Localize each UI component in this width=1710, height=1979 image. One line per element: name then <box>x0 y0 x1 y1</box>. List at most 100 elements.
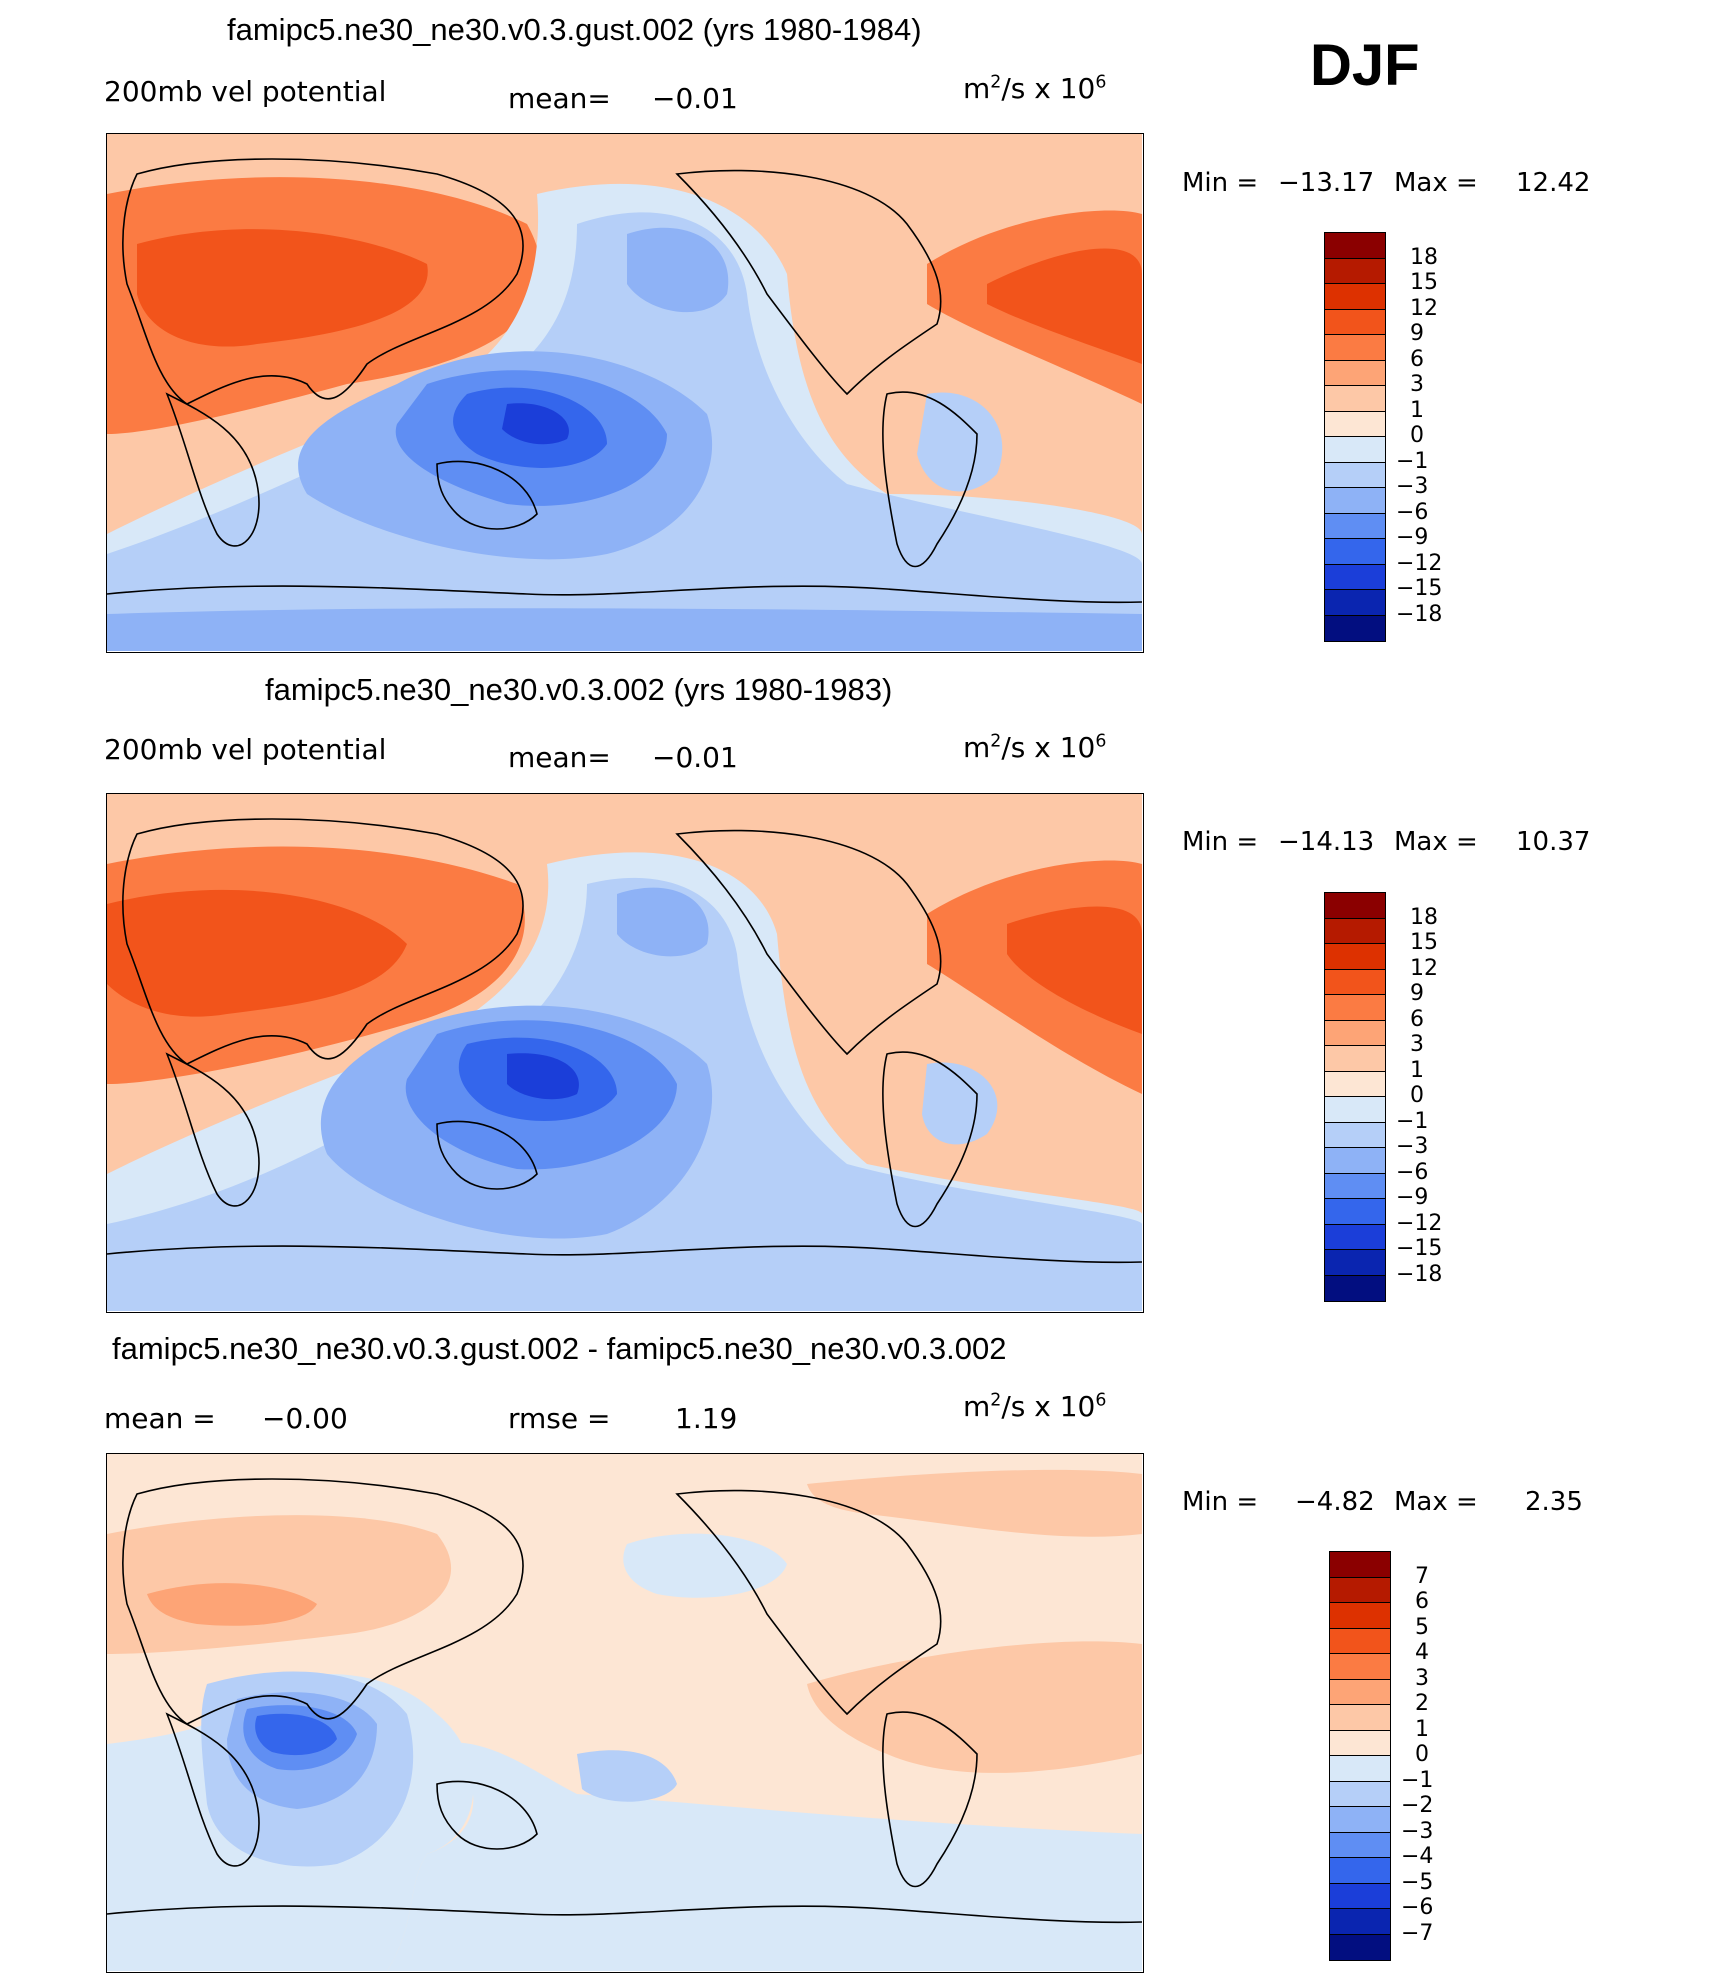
colorbar-tick-label: −4 <box>1401 1844 1434 1869</box>
colorbar-swatch <box>1330 1909 1390 1935</box>
panel-1-coastlines <box>107 158 1142 604</box>
colorbar-swatch <box>1325 386 1385 412</box>
colorbar-tick-label: −3 <box>1396 474 1429 499</box>
colorbar-swatch <box>1325 488 1385 514</box>
panel-2-map <box>106 793 1144 1313</box>
colorbar-swatch <box>1330 1705 1390 1731</box>
colorbar-swatch <box>1325 995 1385 1021</box>
colorbar-swatch <box>1325 411 1385 437</box>
colorbar-swatch <box>1330 1858 1390 1884</box>
colorbar-swatch <box>1330 1603 1390 1629</box>
colorbar-swatch <box>1330 1730 1390 1756</box>
panel-1-mean-label: mean= <box>508 82 611 115</box>
colorbar-swatch <box>1325 233 1385 259</box>
colorbar-swatch <box>1330 1807 1390 1833</box>
panel-1-title: famipc5.ne30_ne30.v0.3.gust.002 (yrs 198… <box>227 12 922 47</box>
colorbar-tick-label: 1 <box>1410 397 1424 423</box>
season-label: DJF <box>1310 33 1420 98</box>
colorbar-tick-label: −15 <box>1396 1236 1443 1261</box>
panel-3-units: m2/s x 106 <box>963 1390 1107 1423</box>
colorbar-tick-label: 18 <box>1410 904 1438 930</box>
colorbar-tick-label: −18 <box>1396 1261 1443 1287</box>
panel-2-units: m2/s x 106 <box>963 731 1107 764</box>
colorbar-tick-label: 7 <box>1415 1563 1429 1589</box>
colorbar-swatch <box>1325 1097 1385 1123</box>
panel-2-max-value: 10.37 <box>1516 827 1591 857</box>
panel-3-colorbar <box>1329 1551 1391 1961</box>
panel-1-min-label: Min = <box>1182 168 1259 198</box>
colorbar-tick-label: 0 <box>1410 423 1424 448</box>
colorbar-swatch <box>1325 1122 1385 1148</box>
panel-1-min-value: −13.17 <box>1278 168 1375 198</box>
panel-2-colorbar <box>1324 892 1386 1302</box>
colorbar-swatch <box>1325 590 1385 616</box>
colorbar-tick-label: 0 <box>1415 1742 1429 1767</box>
colorbar-tick-label: 1 <box>1410 1057 1424 1083</box>
colorbar-swatch <box>1325 1071 1385 1097</box>
panel-2-min-label: Min = <box>1182 827 1259 857</box>
panel-1-map <box>106 133 1144 653</box>
colorbar-swatch <box>1325 1020 1385 1046</box>
colorbar-tick-label: −9 <box>1396 1185 1429 1210</box>
colorbar-tick-label: 15 <box>1410 930 1438 955</box>
colorbar-swatch <box>1325 615 1385 641</box>
panel-1-contour-field <box>107 134 1142 651</box>
colorbar-swatch <box>1325 539 1385 565</box>
panel-3-map <box>106 1453 1144 1973</box>
colorbar-swatch <box>1325 309 1385 335</box>
colorbar-tick-label: 6 <box>1410 346 1424 372</box>
colorbar-tick-label: −15 <box>1396 576 1443 601</box>
colorbar-swatch <box>1325 944 1385 970</box>
colorbar-swatch <box>1330 1552 1390 1578</box>
panel-3-title: famipc5.ne30_ne30.v0.3.gust.002 - famipc… <box>112 1331 1007 1366</box>
colorbar-tick-label: −1 <box>1396 1108 1429 1134</box>
colorbar-tick-label: −9 <box>1396 525 1429 550</box>
panel-3-min-value: −4.82 <box>1295 1487 1375 1517</box>
colorbar-swatch <box>1325 1250 1385 1276</box>
colorbar-swatch <box>1330 1654 1390 1680</box>
colorbar-swatch <box>1325 284 1385 310</box>
colorbar-tick-label: 0 <box>1410 1083 1424 1108</box>
colorbar-swatch <box>1325 513 1385 539</box>
colorbar-tick-label: −6 <box>1396 499 1429 525</box>
panel-1-max-label: Max = <box>1394 168 1478 198</box>
colorbar-swatch <box>1330 1679 1390 1705</box>
colorbar-tick-label: 4 <box>1415 1640 1429 1665</box>
colorbar-tick-label: −1 <box>1401 1767 1434 1793</box>
colorbar-swatch <box>1325 437 1385 463</box>
panel-3-coastlines <box>107 1478 1142 1924</box>
panel-2-contour-field <box>107 794 1142 1311</box>
panel-2-min-value: −14.13 <box>1278 827 1375 857</box>
colorbar-swatch <box>1325 969 1385 995</box>
colorbar-tick-label: −2 <box>1401 1793 1434 1818</box>
colorbar-tick-label: −6 <box>1396 1159 1429 1185</box>
colorbar-tick-label: 1 <box>1415 1716 1429 1742</box>
panel-3-min-label: Min = <box>1182 1487 1259 1517</box>
panel-1-variable-label: 200mb vel potential <box>104 75 387 108</box>
colorbar-tick-label: −6 <box>1401 1895 1434 1920</box>
panel-2-title: famipc5.ne30_ne30.v0.3.002 (yrs 1980-198… <box>265 672 893 707</box>
colorbar-swatch <box>1325 564 1385 590</box>
colorbar-swatch <box>1330 1781 1390 1807</box>
colorbar-swatch <box>1325 1275 1385 1301</box>
colorbar-tick-label: −7 <box>1401 1920 1434 1946</box>
panel-2-coastlines <box>107 818 1142 1264</box>
panel-3-rmse-label: rmse = <box>508 1402 611 1435</box>
colorbar-swatch <box>1325 1224 1385 1250</box>
colorbar-tick-label: 2 <box>1415 1691 1429 1716</box>
colorbar-swatch <box>1330 1756 1390 1782</box>
colorbar-tick-label: 5 <box>1415 1614 1429 1640</box>
colorbar-tick-label: −3 <box>1396 1134 1429 1159</box>
panel-3-contour-field <box>107 1454 1142 1971</box>
panel-1-colorbar <box>1324 232 1386 642</box>
panel-1-mean-value: −0.01 <box>652 82 738 115</box>
colorbar-swatch <box>1330 1832 1390 1858</box>
panel-3-rmse-value: 1.19 <box>675 1402 738 1435</box>
colorbar-tick-label: 6 <box>1410 1006 1424 1032</box>
colorbar-swatch <box>1325 360 1385 386</box>
panel-2-mean-value: −0.01 <box>652 741 738 774</box>
colorbar-tick-label: 9 <box>1410 321 1424 346</box>
panel-1-units: m2/s x 106 <box>963 72 1107 105</box>
panel-2-mean-label: mean= <box>508 741 611 774</box>
panel-2-variable-label: 200mb vel potential <box>104 733 387 766</box>
